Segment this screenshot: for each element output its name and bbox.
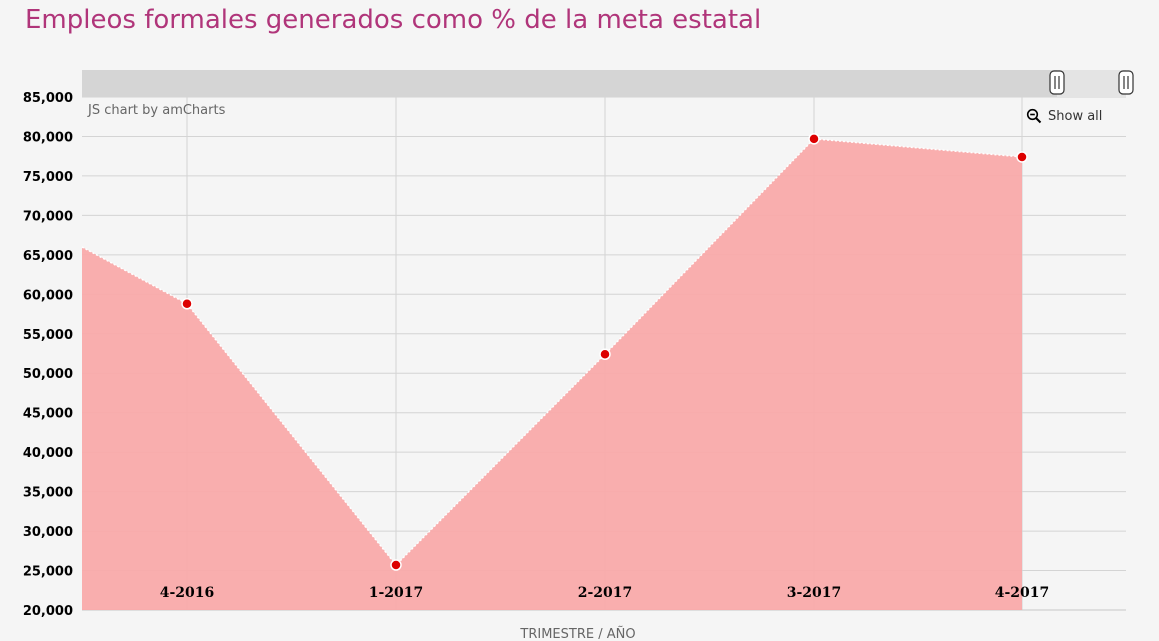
data-point [599,348,611,361]
amcharts-credit[interactable]: JS chart by amCharts [88,103,226,118]
x-axis: 4-2016 1-2017 2-2017 3-2017 4-2017 [160,585,1050,601]
y-tick-label: 70,000 [23,209,73,224]
grip-icon [1049,70,1065,95]
x-tick-label: 3-2017 [787,585,842,601]
y-tick-label: 30,000 [23,525,73,540]
y-tick-label: 25,000 [23,565,73,580]
data-point [1016,151,1028,163]
data-points [181,133,1028,571]
y-tick-label: 80,000 [23,130,73,145]
scrollbar-right-grip[interactable] [1118,70,1134,95]
y-tick-label: 85,000 [23,91,73,106]
y-tick-label: 35,000 [23,486,73,501]
data-point [808,133,820,145]
x-axis-label: TRIMESTRE / AÑO [519,626,635,641]
y-tick-label: 60,000 [23,288,73,303]
y-tick-label: 65,000 [23,249,73,264]
series-line [81,138,1023,567]
x-tick-label: 2-2017 [578,585,633,601]
chart-scrollbar [82,70,1134,97]
scrollbar-left-grip[interactable] [1049,70,1065,95]
grip-icon [1118,70,1134,95]
chart-title: Empleos formales generados como % de la … [25,5,762,35]
data-point [181,298,193,310]
y-tick-label: 55,000 [23,328,73,343]
x-tick-label: 1-2017 [369,585,424,601]
y-tick-label: 50,000 [23,367,73,382]
y-tick-label: 20,000 [23,604,73,619]
x-tick-label: 4-2016 [160,585,215,601]
y-axis: 20,000 25,000 30,000 35,000 40,000 45,000 50,0… [23,91,73,619]
show-all-label: Show all [1048,108,1103,124]
scrollbar-selection [1057,70,1126,97]
y-tick-label: 75,000 [23,170,73,185]
data-point [390,559,402,571]
area-series [81,138,1023,610]
area-fill [82,138,1022,610]
y-tick-label: 45,000 [23,407,73,422]
show-all-button[interactable]: Show all [1026,106,1102,126]
y-tick-label: 40,000 [23,446,73,461]
scrollbar-track [82,70,1126,97]
zoom-out-icon [1026,108,1042,124]
x-tick-label: 4-2017 [995,585,1050,601]
